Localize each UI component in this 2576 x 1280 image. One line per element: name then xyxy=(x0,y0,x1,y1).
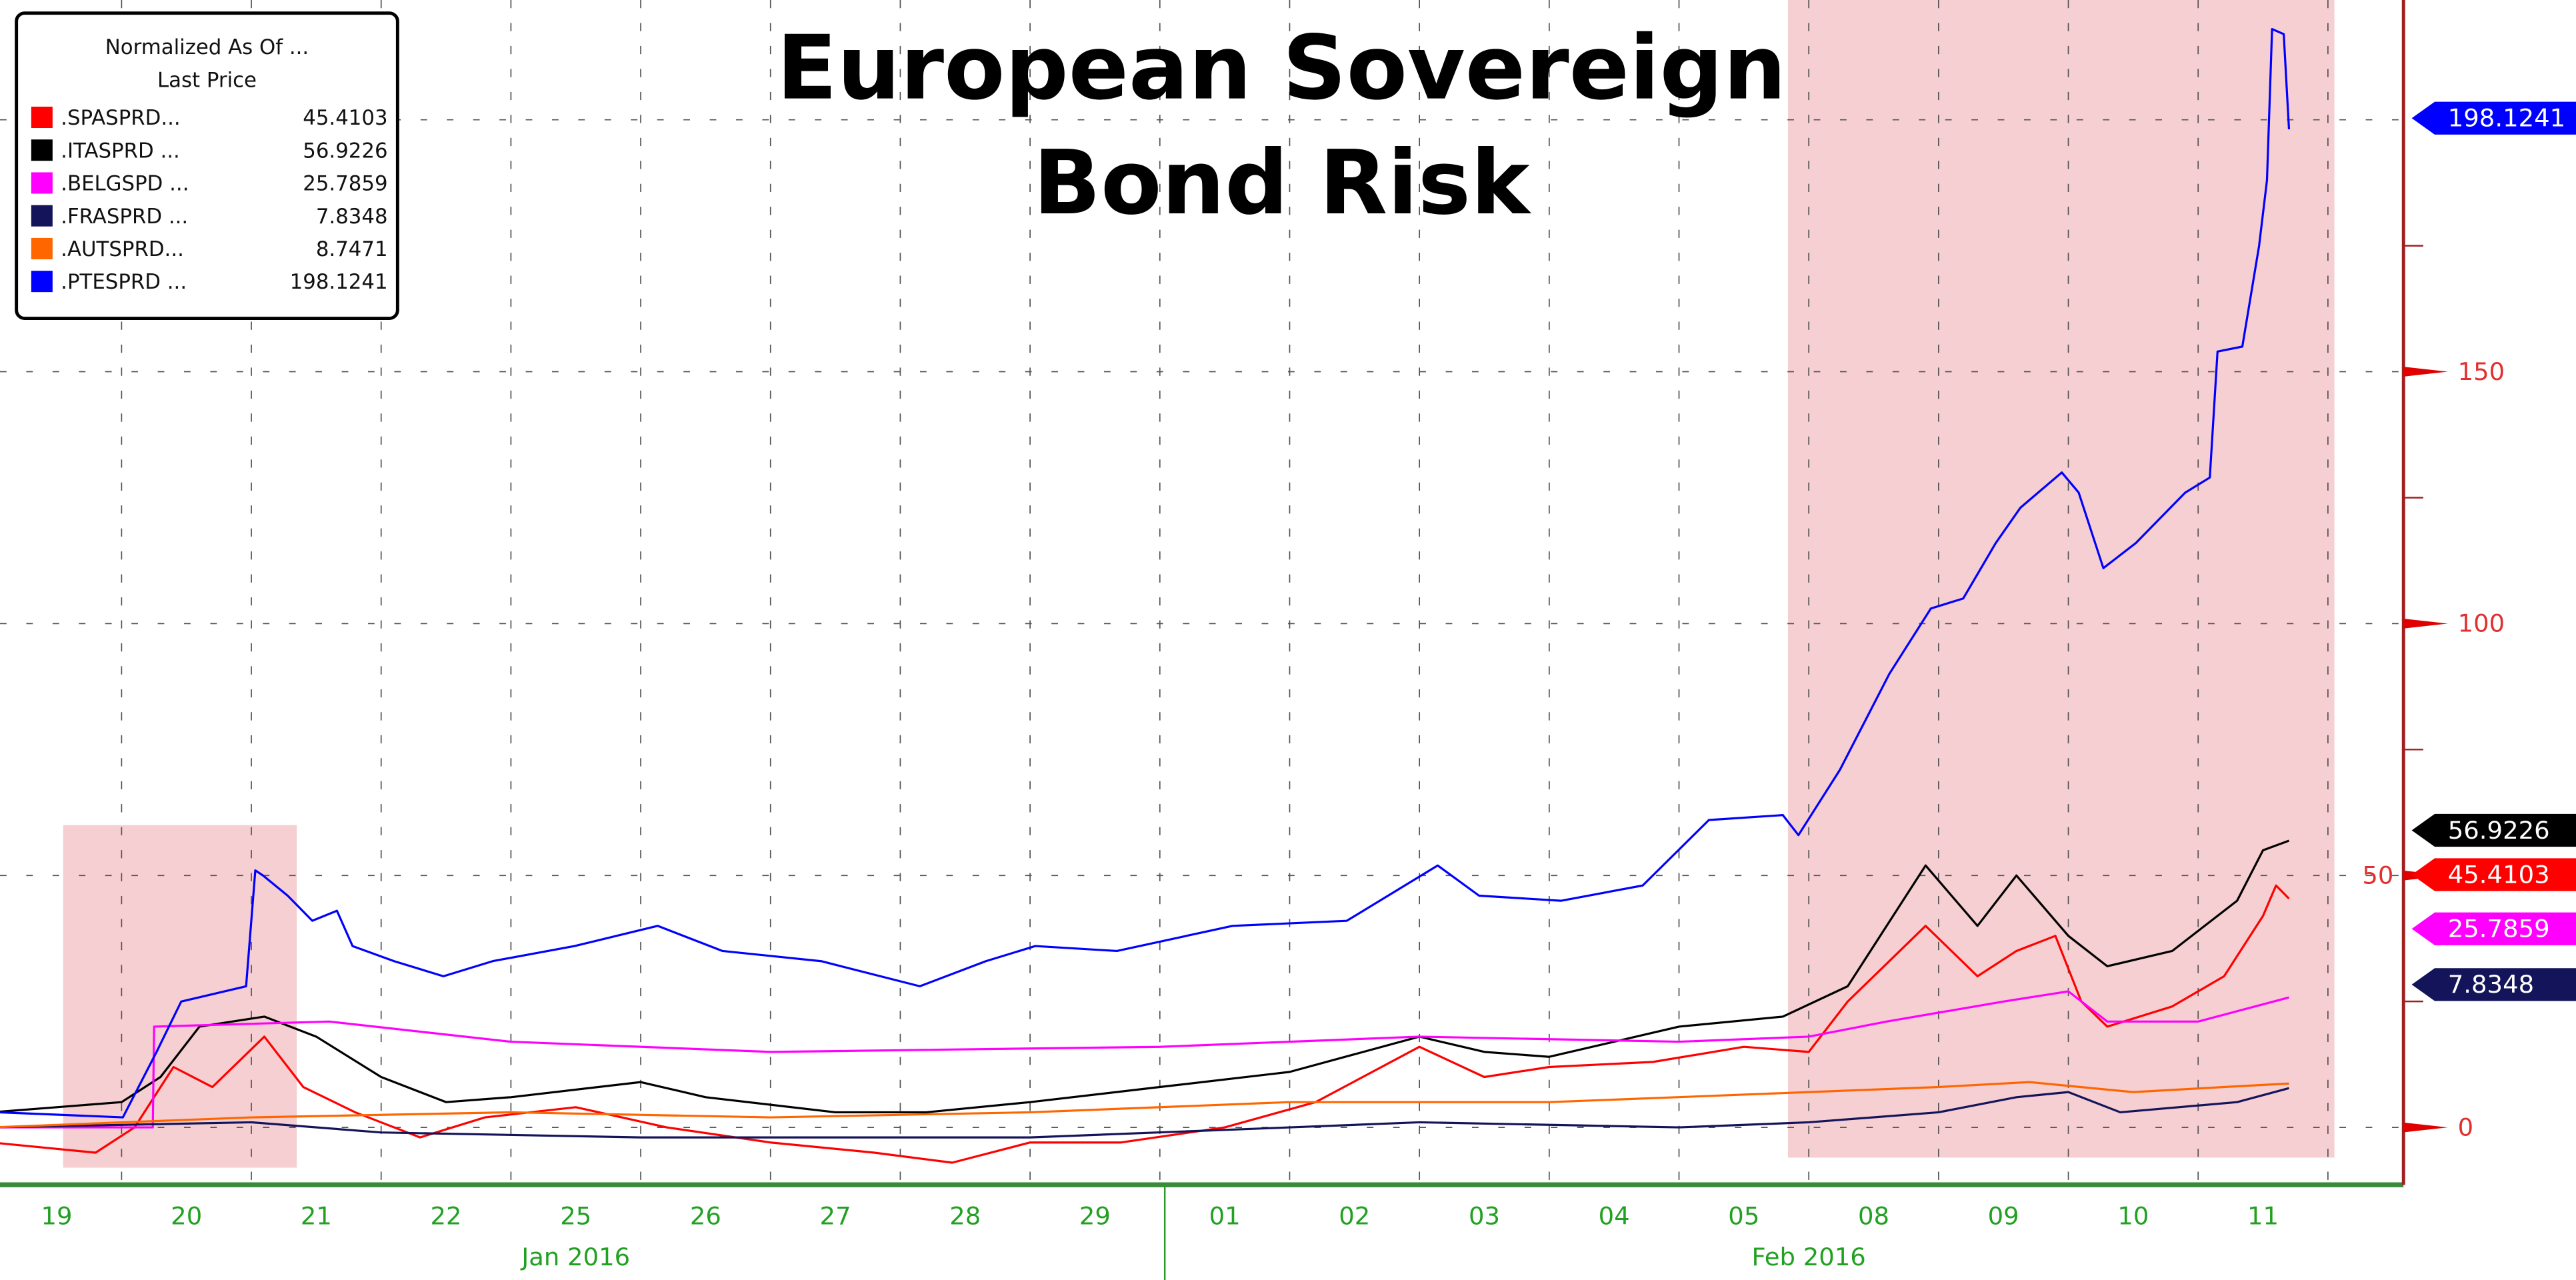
x-tick-label: 29 xyxy=(1079,1201,1111,1230)
series-line xyxy=(0,839,2290,1114)
y-axis-ticks: 0 50 100 150 xyxy=(2362,245,2505,1141)
legend-series-name: .ITASPRD ... xyxy=(61,139,180,163)
last-value-badge xyxy=(2411,101,2576,135)
x-tick-label: 02 xyxy=(1339,1201,1370,1230)
series-lines xyxy=(0,27,2291,1164)
shaded-region-0 xyxy=(63,825,297,1168)
legend-swatch xyxy=(31,205,53,227)
series-line xyxy=(0,990,2289,1129)
last-value-badge xyxy=(2411,968,2576,1001)
legend-subheader: Last Price xyxy=(157,68,257,92)
y-tick-label: 50 xyxy=(2362,861,2393,890)
x-tick-label: 09 xyxy=(1988,1201,2019,1230)
x-month-label: Feb 2016 xyxy=(1752,1243,1866,1271)
shaded-regions xyxy=(63,0,2335,1168)
legend-swatch xyxy=(31,139,53,161)
x-tick-label: 20 xyxy=(171,1201,202,1230)
legend: Normalized As Of ... Last Price .SPASPRD… xyxy=(15,11,399,321)
legend-swatch xyxy=(31,107,53,128)
x-tick-label: 28 xyxy=(949,1201,981,1230)
shaded-region-1 xyxy=(1788,0,2335,1158)
series-line xyxy=(0,1087,2289,1139)
chart-title: European Sovereign Bond Risk xyxy=(777,17,1787,235)
gridlines xyxy=(0,0,2404,1185)
last-value-badge xyxy=(2411,813,2576,847)
x-tick-label: 08 xyxy=(1858,1201,1889,1230)
y-tick-mark xyxy=(2403,619,2448,629)
last-value-label: 7.8348 xyxy=(2448,970,2534,999)
series-line xyxy=(0,27,2291,1119)
last-value-label: 198.1241 xyxy=(2448,104,2565,133)
x-tick-label: 05 xyxy=(1728,1201,1759,1230)
legend-series-name: .AUTSPRD... xyxy=(61,237,184,261)
title-line-2: Bond Risk xyxy=(1033,132,1531,235)
x-tick-label: 21 xyxy=(301,1201,332,1230)
legend-series-value: 8.7471 xyxy=(316,237,388,261)
x-tick-label: 10 xyxy=(2117,1201,2149,1230)
last-value-badge xyxy=(2411,858,2576,891)
x-axis-ticks: 19 20 21 22 25 26 27 28 29 01 02 03 04 05 08 09 10 11 Jan … xyxy=(41,1201,2279,1271)
series-line xyxy=(0,1081,2289,1129)
x-tick-label: 01 xyxy=(1209,1201,1241,1230)
legend-series-name: .FRASPRD ... xyxy=(61,205,188,229)
legend-series-value: 25.7859 xyxy=(303,172,387,196)
x-tick-label: 04 xyxy=(1599,1201,1630,1230)
last-value-badge xyxy=(2411,912,2576,945)
x-tick-label: 11 xyxy=(2247,1201,2279,1230)
x-tick-label: 03 xyxy=(1469,1201,1500,1230)
x-tick-label: 25 xyxy=(560,1201,591,1230)
y-tick-label: 0 xyxy=(2458,1113,2474,1141)
legend-swatch xyxy=(31,172,53,194)
x-tick-label: 19 xyxy=(41,1201,72,1230)
legend-swatch xyxy=(31,271,53,293)
y-tick-mark xyxy=(2403,1122,2448,1133)
legend-swatch xyxy=(31,237,53,259)
legend-series-name: .PTESPRD ... xyxy=(61,270,187,294)
x-tick-label: 26 xyxy=(690,1201,721,1230)
last-value-label: 56.9226 xyxy=(2448,816,2550,845)
legend-series-value: 7.8348 xyxy=(316,205,388,229)
legend-header: Normalized As Of ... xyxy=(105,35,309,59)
legend-series-name: .BELGSPD ... xyxy=(61,172,189,196)
legend-series-value: 198.1241 xyxy=(290,270,388,294)
y-tick-label: 150 xyxy=(2458,357,2505,386)
x-tick-label: 22 xyxy=(431,1201,462,1230)
title-line-1: European Sovereign xyxy=(777,17,1787,120)
legend-series-value: 56.9226 xyxy=(303,139,387,163)
last-value-label: 45.4103 xyxy=(2448,860,2550,889)
y-tick-label: 100 xyxy=(2458,609,2505,638)
legend-series-name: .SPASPRD... xyxy=(61,106,181,130)
legend-series-value: 45.4103 xyxy=(303,106,387,130)
x-tick-label: 27 xyxy=(820,1201,851,1230)
y-tick-mark xyxy=(2403,367,2448,377)
last-value-label: 25.7859 xyxy=(2448,915,2550,943)
x-month-label: Jan 2016 xyxy=(520,1243,630,1271)
last-value-badges: 45.4103 56.9226 25.7859 7.8348 198.1241 xyxy=(2411,101,2576,1001)
